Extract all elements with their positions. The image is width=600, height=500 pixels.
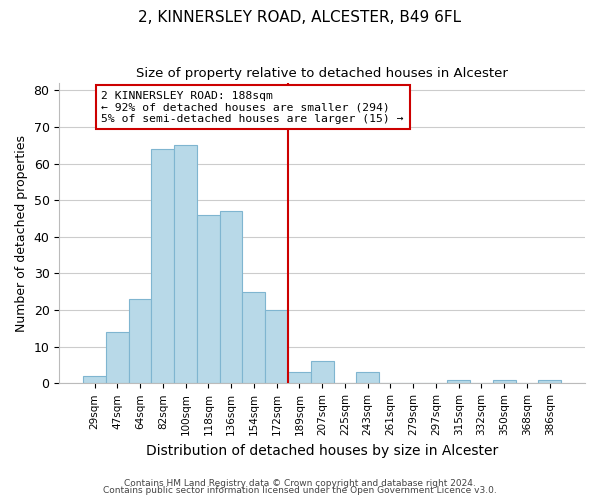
Bar: [220, 211, 242, 384]
Text: 2 KINNERSLEY ROAD: 188sqm
← 92% of detached houses are smaller (294)
5% of semi-: 2 KINNERSLEY ROAD: 188sqm ← 92% of detac…: [101, 90, 404, 124]
Bar: [151, 149, 174, 384]
Bar: [538, 380, 561, 384]
Title: Size of property relative to detached houses in Alcester: Size of property relative to detached ho…: [136, 68, 508, 80]
X-axis label: Distribution of detached houses by size in Alcester: Distribution of detached houses by size …: [146, 444, 498, 458]
Bar: [288, 372, 311, 384]
Bar: [174, 146, 197, 384]
Bar: [106, 332, 128, 384]
Bar: [493, 380, 515, 384]
Bar: [265, 310, 288, 384]
Bar: [448, 380, 470, 384]
Bar: [83, 376, 106, 384]
Bar: [128, 299, 151, 384]
Y-axis label: Number of detached properties: Number of detached properties: [15, 134, 28, 332]
Bar: [311, 362, 334, 384]
Bar: [356, 372, 379, 384]
Text: 2, KINNERSLEY ROAD, ALCESTER, B49 6FL: 2, KINNERSLEY ROAD, ALCESTER, B49 6FL: [139, 10, 461, 25]
Bar: [197, 215, 220, 384]
Bar: [242, 292, 265, 384]
Text: Contains HM Land Registry data © Crown copyright and database right 2024.: Contains HM Land Registry data © Crown c…: [124, 478, 476, 488]
Text: Contains public sector information licensed under the Open Government Licence v3: Contains public sector information licen…: [103, 486, 497, 495]
